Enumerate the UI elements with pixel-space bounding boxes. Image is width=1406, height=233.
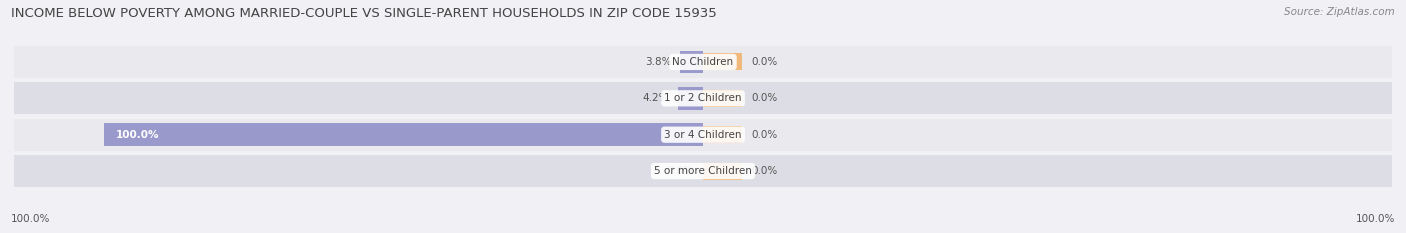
Bar — [0, 46, 1406, 78]
Text: 1 or 2 Children: 1 or 2 Children — [664, 93, 742, 103]
Text: 4.2%: 4.2% — [643, 93, 669, 103]
Text: 100.0%: 100.0% — [115, 130, 159, 140]
Text: 100.0%: 100.0% — [1355, 214, 1395, 224]
Bar — [681, 51, 703, 73]
Text: 0.0%: 0.0% — [751, 57, 778, 67]
Bar — [678, 87, 703, 110]
Text: 0.0%: 0.0% — [668, 166, 695, 176]
Bar — [703, 126, 742, 143]
Text: 0.0%: 0.0% — [751, 166, 778, 176]
Bar — [0, 155, 1406, 187]
Text: INCOME BELOW POVERTY AMONG MARRIED-COUPLE VS SINGLE-PARENT HOUSEHOLDS IN ZIP COD: INCOME BELOW POVERTY AMONG MARRIED-COUPL… — [11, 7, 717, 20]
Bar — [0, 82, 1406, 114]
Text: 5 or more Children: 5 or more Children — [654, 166, 752, 176]
Text: 100.0%: 100.0% — [11, 214, 51, 224]
Text: 3 or 4 Children: 3 or 4 Children — [664, 130, 742, 140]
Text: No Children: No Children — [672, 57, 734, 67]
Bar — [0, 119, 1406, 151]
Bar — [104, 123, 703, 146]
Bar — [703, 90, 742, 107]
Text: Source: ZipAtlas.com: Source: ZipAtlas.com — [1284, 7, 1395, 17]
Text: 0.0%: 0.0% — [751, 130, 778, 140]
Bar — [703, 163, 742, 179]
Text: 3.8%: 3.8% — [645, 57, 671, 67]
Text: 0.0%: 0.0% — [751, 93, 778, 103]
Bar — [703, 54, 742, 70]
